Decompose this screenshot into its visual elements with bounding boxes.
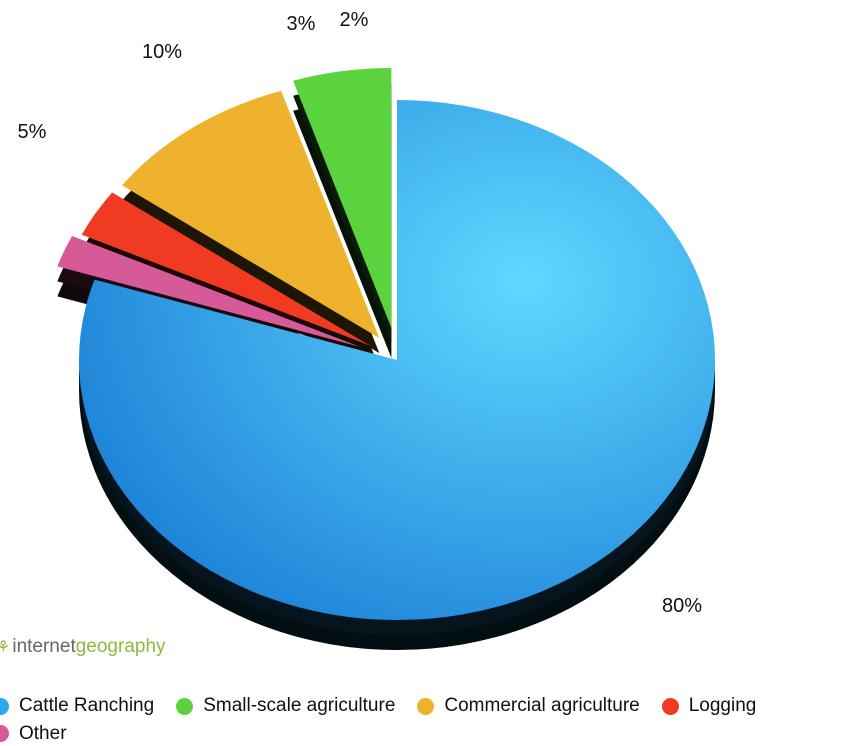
legend-label: Commercial agriculture	[444, 695, 640, 716]
pie-slices	[57, 67, 715, 620]
pie-labels: 80% 5% 10% 3% 2%	[18, 9, 703, 617]
watermark-logo: ⚘ internetgeography	[0, 636, 166, 658]
legend-item-cattle-ranching: Cattle Ranching	[0, 694, 154, 718]
legend-item-commercial-agriculture: Commercial agriculture	[417, 694, 640, 718]
watermark-text-2: geography	[75, 636, 166, 657]
legend-label: Small-scale agriculture	[203, 695, 396, 716]
legend-swatch	[176, 697, 194, 715]
legend-swatch	[661, 697, 679, 715]
legend-label: Logging	[688, 695, 757, 716]
legend-swatch	[0, 697, 9, 715]
legend-item-other: Other	[0, 722, 845, 746]
data-label-2: 10%	[142, 41, 182, 63]
legend-item-small-scale-agriculture: Small-scale agriculture	[176, 694, 395, 718]
watermark-text-1: internet	[12, 636, 76, 657]
data-label-4: 2%	[340, 9, 369, 31]
legend-swatch	[417, 697, 435, 715]
leaf-icon: ⚘	[0, 639, 11, 656]
legend-item-logging: Logging	[661, 694, 757, 718]
chart-legend: Cattle Ranching Small-scale agriculture Co…	[0, 694, 867, 746]
pie-slice-logging	[81, 192, 370, 346]
pie-slice-commercial-agriculture	[122, 90, 380, 339]
legend-swatch	[0, 725, 9, 742]
legend-label: Other	[19, 722, 67, 744]
legend-label: Cattle Ranching	[19, 695, 155, 716]
pie-slice-other	[57, 236, 360, 347]
data-label-0: 80%	[662, 595, 702, 617]
pie-slice-cattle-ranching	[78, 100, 715, 620]
data-label-3: 3%	[287, 13, 316, 35]
pie-slice-small-scale-agriculture	[293, 67, 392, 328]
data-label-1: 5%	[18, 121, 47, 143]
